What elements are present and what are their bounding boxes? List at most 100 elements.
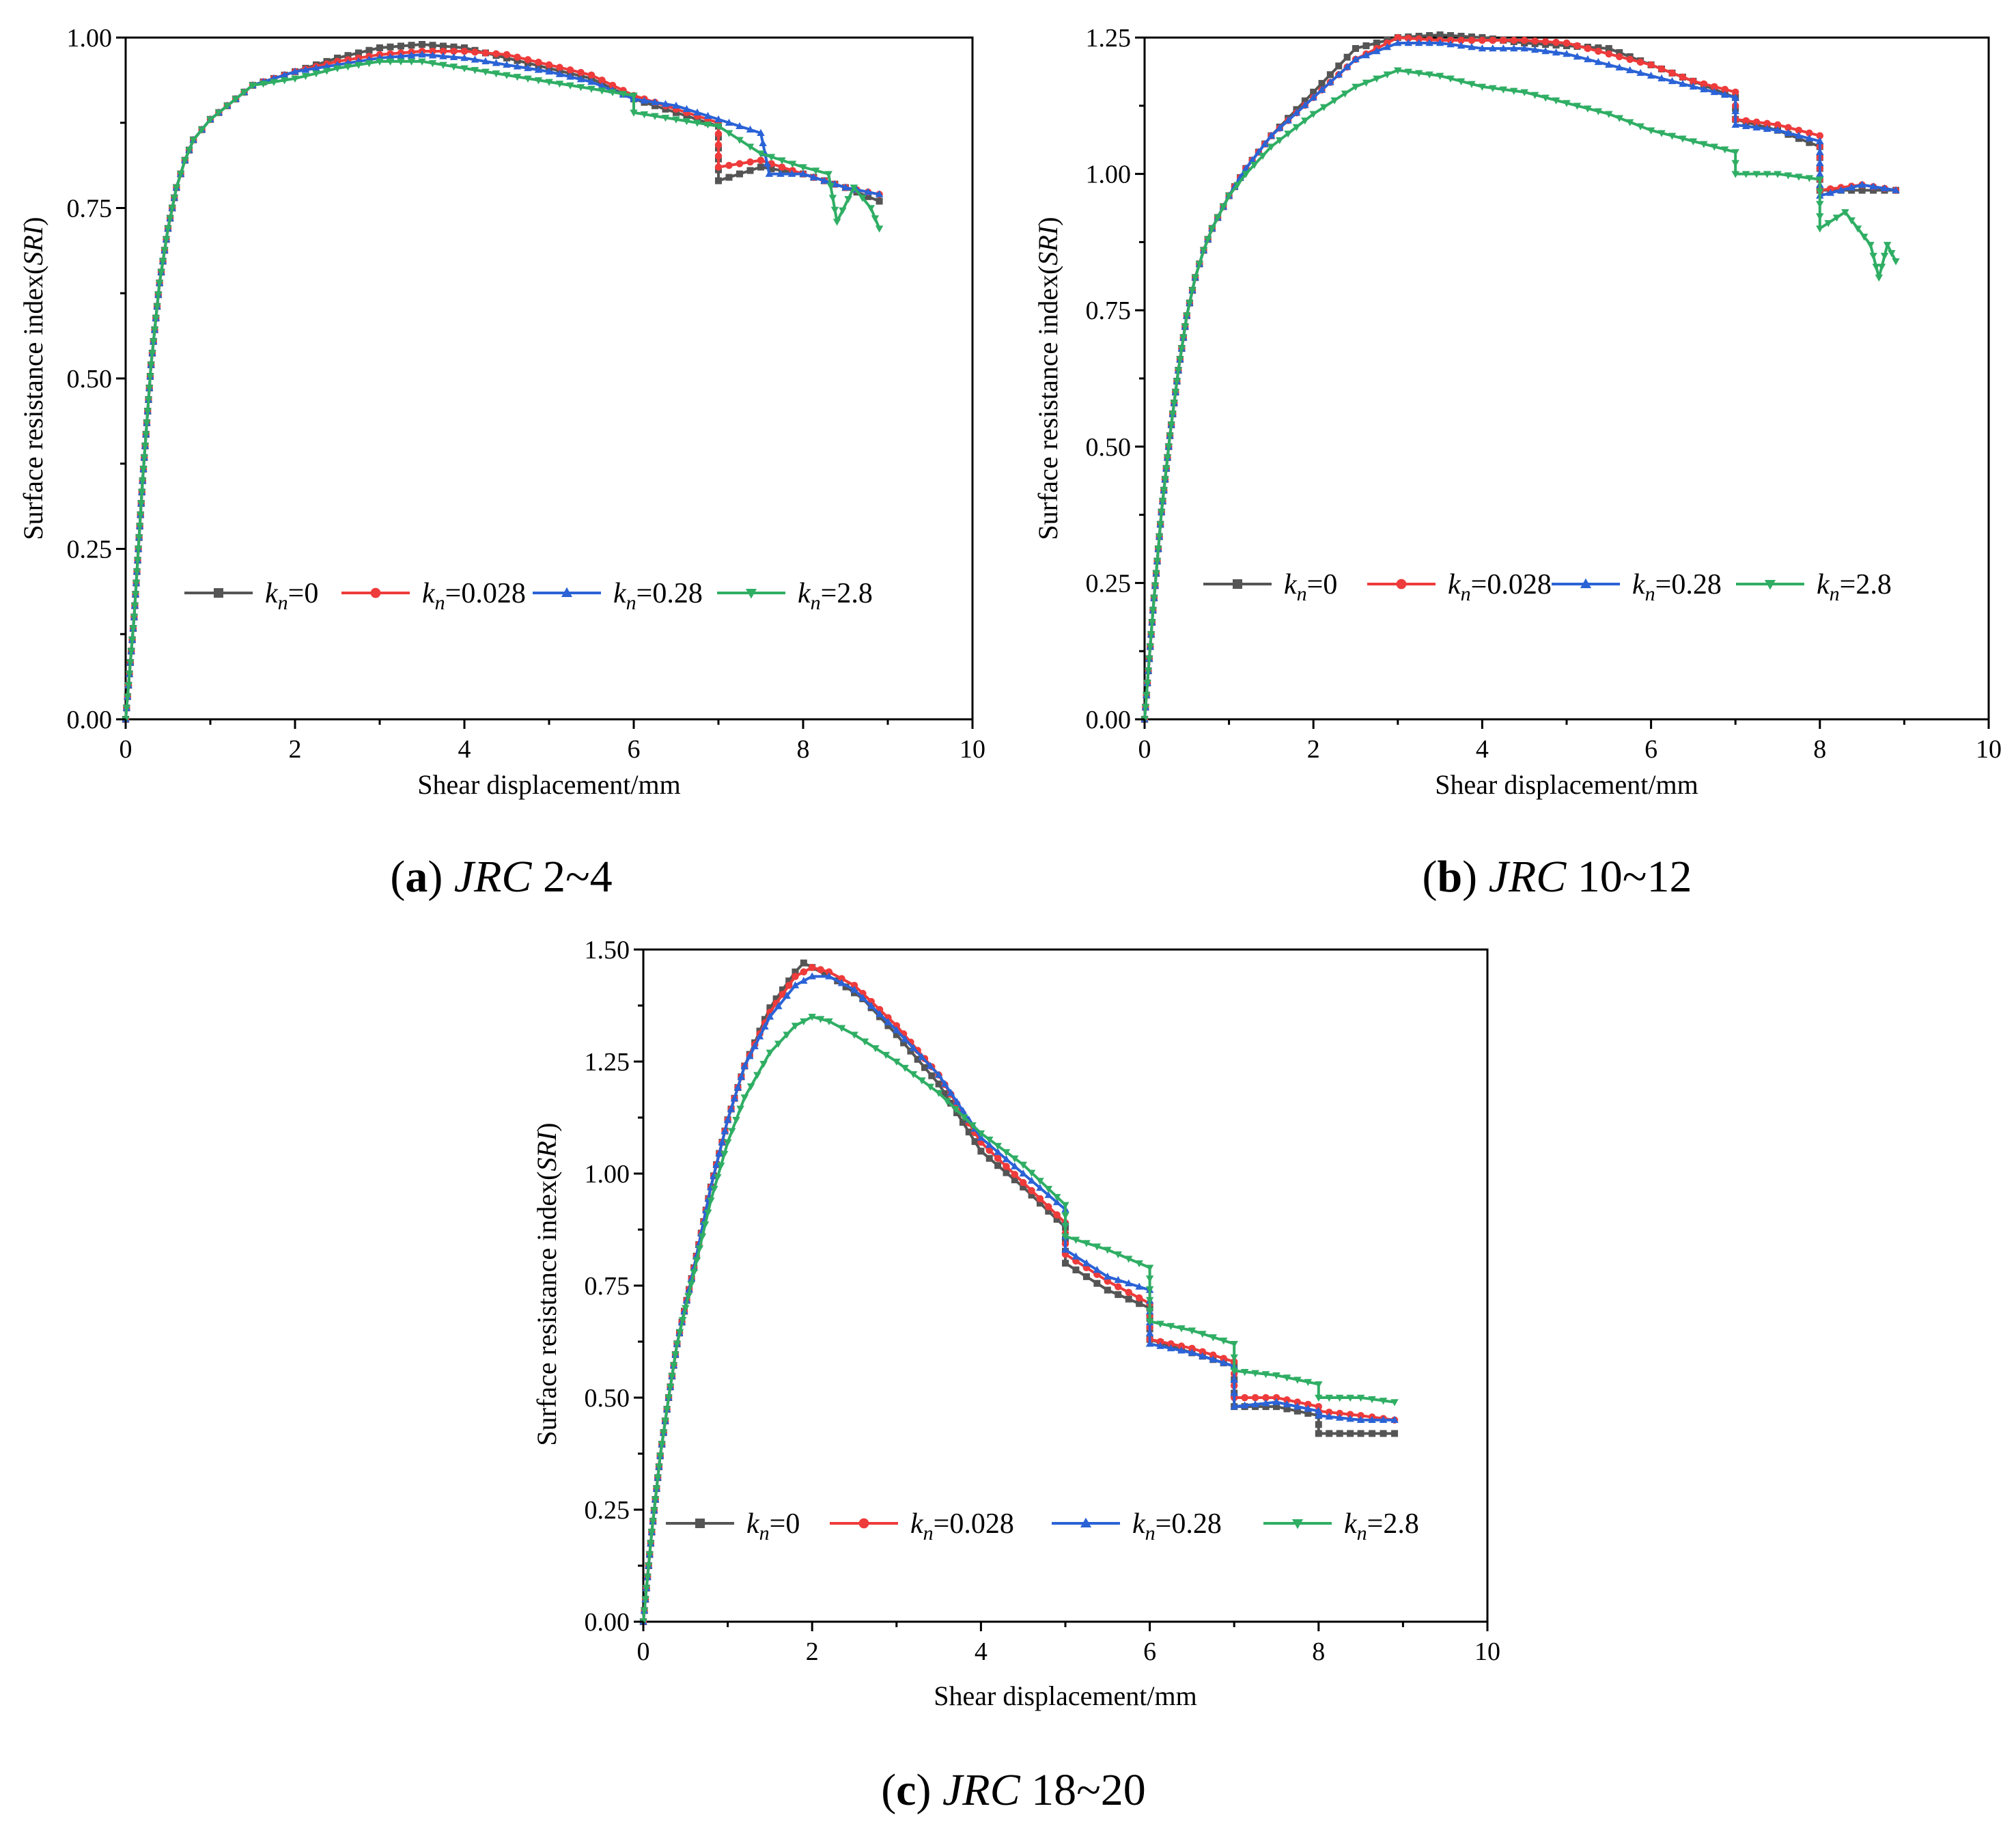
point-c-kn28-122 <box>1356 1394 1365 1402</box>
point-b-kn028-70 <box>1436 38 1444 46</box>
point-b-kn28-105 <box>1816 176 1824 184</box>
point-c-kn28-108 <box>1230 1354 1238 1361</box>
point-b-kn028-118 <box>1869 182 1877 190</box>
point-c-kn28-42 <box>723 1139 732 1147</box>
point-a-kn28-102 <box>703 121 712 129</box>
point-b-kn28-124 <box>1892 258 1900 266</box>
point-b-kn28-117 <box>1869 253 1877 260</box>
point-b-kn28-71 <box>1478 83 1487 91</box>
point-c-kn28-50 <box>766 1049 774 1057</box>
point-b-kn028-67 <box>1404 38 1412 46</box>
point-c-kn28-64 <box>901 1064 909 1072</box>
point-a-kn28-8 <box>129 625 137 633</box>
point-c-kn0-71 <box>900 1039 908 1047</box>
point-b-kn28-96 <box>1731 160 1739 167</box>
point-b-kn0028-66 <box>1394 33 1402 42</box>
point-b-kn28-108 <box>1816 213 1824 221</box>
y-tick-label-b-1: 0.25 <box>1086 569 1132 598</box>
point-c-kn28-10 <box>650 1507 658 1514</box>
point-b-kn0-72 <box>1457 33 1465 40</box>
point-a-kn28-97 <box>651 113 659 120</box>
legend-c: kn=0 kn=0.028 kn=0.28 kn=2.8 <box>666 1508 1419 1545</box>
point-a-kn28-21 <box>139 477 147 485</box>
point-c-kn28-17 <box>659 1429 668 1437</box>
point-b-kn028-98 <box>1731 93 1739 101</box>
point-a-kn28-19 <box>137 500 145 508</box>
point-c-kn28-83 <box>1061 1202 1069 1209</box>
point-c-kn0028-125 <box>1304 1400 1312 1409</box>
point-c-kn28-62 <box>882 1051 891 1060</box>
y-tick-label-a-2: 0.50 <box>67 365 113 393</box>
point-b-kn0-56 <box>1301 97 1308 105</box>
point-a-kn28-101 <box>693 120 701 127</box>
point-c-kn0-76 <box>935 1080 942 1088</box>
point-a-kn28-80 <box>481 68 490 76</box>
point-a-kn0028-112 <box>778 163 786 171</box>
point-b-kn28-39 <box>1195 261 1204 268</box>
point-b-kn28-14 <box>1154 546 1162 553</box>
point-c-kn28-71 <box>960 1114 968 1122</box>
point-c-kn28-82 <box>1052 1193 1061 1202</box>
point-a-kn28-99 <box>672 116 680 124</box>
point-a-kn28-103 <box>714 123 723 130</box>
y-axis-label-a-italic: SRI <box>18 225 48 265</box>
point-b-kn28-31 <box>1176 356 1184 364</box>
x-axis-label-a: Shear displacement/mm <box>417 769 680 800</box>
series-a-kn0028 <box>122 47 883 723</box>
point-b-kn28-61 <box>1373 75 1381 83</box>
point-b-kn28-85 <box>1625 119 1634 126</box>
point-c-kn28-22 <box>668 1373 676 1381</box>
point-c-kn028-119 <box>1251 1400 1259 1408</box>
point-c-kn28-30 <box>687 1281 695 1288</box>
point-a-kn0028-104 <box>714 141 723 149</box>
point-c-kn0-77 <box>941 1090 949 1097</box>
point-b-kn28-90 <box>1679 135 1687 143</box>
point-b-kn028-81 <box>1552 48 1560 56</box>
point-c-kn028-109 <box>1177 1346 1186 1354</box>
point-c-kn28-88 <box>1082 1240 1091 1247</box>
point-b-kn28-3 <box>1143 680 1151 687</box>
legend-label-a-kn0: kn=0 <box>265 578 318 614</box>
point-b-kn0028-74 <box>1479 36 1486 44</box>
point-b-kn28-122 <box>1883 242 1892 249</box>
point-c-kn28-123 <box>1368 1396 1376 1404</box>
point-a-kn0-108 <box>725 174 733 181</box>
point-c-kn28-54 <box>800 1018 808 1025</box>
point-b-kn28-48 <box>1250 162 1259 169</box>
point-c-kn0-127 <box>1315 1421 1322 1428</box>
point-c-kn28-100 <box>1156 1320 1164 1328</box>
point-b-kn28-34 <box>1181 323 1190 331</box>
point-b-kn0028-79 <box>1531 37 1539 45</box>
point-a-kn28-114 <box>826 182 835 191</box>
point-b-kn028-69 <box>1425 38 1433 46</box>
point-b-kn028-120 <box>1892 186 1900 193</box>
point-a-kn28-1 <box>122 705 131 712</box>
point-a-kn28-111 <box>799 164 807 171</box>
point-b-kn028-82 <box>1563 49 1571 57</box>
point-a-kn28-89 <box>576 84 585 92</box>
point-c-kn028-67 <box>884 1018 893 1025</box>
x-tick-label-c-2: 4 <box>975 1637 988 1666</box>
point-b-kn28-43 <box>1214 214 1222 222</box>
point-b-kn28-59 <box>1352 83 1360 91</box>
point-b-kn0028-88 <box>1626 55 1634 64</box>
legend-label-b-kn0: kn=0 <box>1284 569 1337 605</box>
point-c-kn28-34 <box>698 1233 707 1241</box>
point-a-kn28-25 <box>142 431 150 439</box>
point-b-kn0028-89 <box>1636 58 1644 66</box>
point-c-kn0-59 <box>792 968 799 975</box>
point-b-kn028-54 <box>1284 116 1292 124</box>
point-b-kn28-84 <box>1615 115 1623 122</box>
point-a-kn28-70 <box>376 58 384 66</box>
point-a-kn28-42 <box>162 236 171 244</box>
point-a-kn028-112 <box>787 169 796 177</box>
point-c-kn28-93 <box>1135 1260 1143 1268</box>
point-c-kn0-87 <box>1011 1176 1018 1184</box>
point-a-kn028-102 <box>714 115 723 123</box>
legend-label-b-kn028: kn=0.28 <box>1632 569 1722 605</box>
point-a-kn28-90 <box>587 85 596 93</box>
point-b-kn28-1 <box>1141 704 1150 712</box>
point-b-kn028-84 <box>1584 55 1592 63</box>
point-c-kn028-48 <box>733 1083 742 1091</box>
point-a-kn0028-109 <box>746 158 754 166</box>
